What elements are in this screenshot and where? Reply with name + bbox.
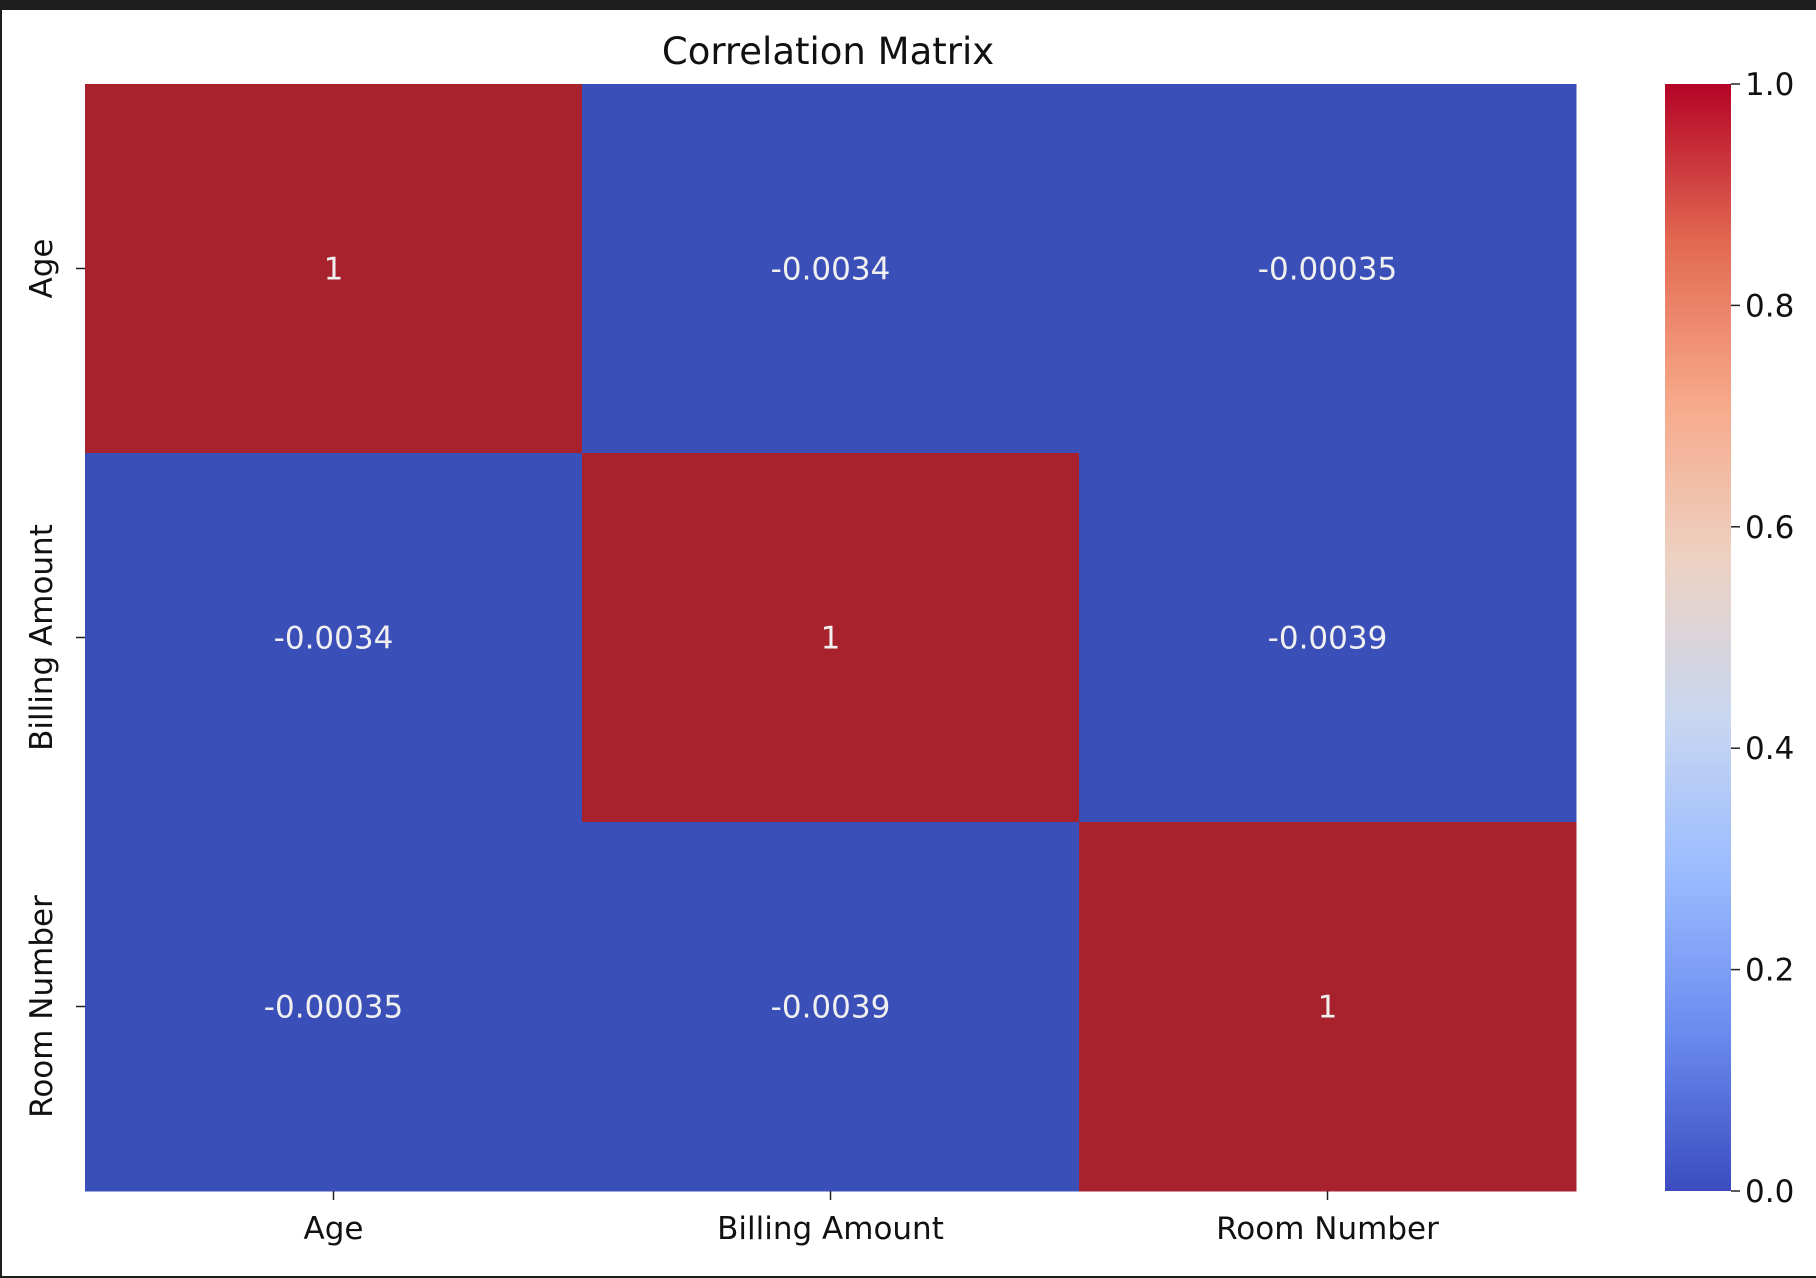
cell-annotation: -0.0039 bbox=[771, 990, 891, 1026]
colorbar-tick-label: 0.0 bbox=[1745, 1174, 1794, 1210]
heatmap-cell bbox=[85, 84, 583, 454]
colorbar-tick-label: 0.8 bbox=[1745, 288, 1794, 324]
cell-annotation: 1 bbox=[821, 621, 841, 657]
colorbar-tick-label: 1.0 bbox=[1745, 67, 1794, 103]
colorbar-tick-label: 0.2 bbox=[1745, 953, 1794, 989]
heatmap-annotations: 1 -0.0034 -0.00035 -0.0034 1 -0.0039 -0.00035 -… bbox=[264, 252, 1397, 1026]
colorbar-tick-label: 0.6 bbox=[1745, 510, 1794, 546]
heatmap-cell bbox=[582, 453, 1080, 823]
colorbar-gradient bbox=[1665, 84, 1731, 1191]
cell-annotation: -0.0039 bbox=[1268, 621, 1388, 657]
y-axis: Age Billing Amount Room Number bbox=[24, 239, 85, 1118]
heatmap-cell bbox=[85, 453, 583, 823]
y-tick-label: Room Number bbox=[24, 895, 60, 1118]
y-tick-label: Age bbox=[24, 239, 60, 299]
colorbar: 1.0 0.8 0.6 0.4 0.2 0.0 bbox=[1665, 67, 1794, 1210]
x-axis: Age Billing Amount Room Number bbox=[304, 1191, 1439, 1247]
y-tick-label: Billing Amount bbox=[24, 524, 60, 751]
heatmap-cell bbox=[1079, 822, 1577, 1192]
x-tick-label: Room Number bbox=[1216, 1211, 1439, 1247]
cell-annotation: -0.0034 bbox=[771, 252, 891, 288]
cell-annotation: 1 bbox=[1318, 990, 1338, 1026]
figure-canvas: Correlation Matrix 1 -0.0034 -0.00035 -0.00… bbox=[2, 10, 1816, 1276]
correlation-heatmap: Correlation Matrix 1 -0.0034 -0.00035 -0.00… bbox=[24, 30, 1794, 1247]
heatmap-cells bbox=[85, 84, 1577, 1192]
cell-annotation: -0.0034 bbox=[274, 621, 394, 657]
heatmap-cell bbox=[582, 822, 1080, 1192]
colorbar-tick-label: 0.4 bbox=[1745, 731, 1794, 767]
chart-title: Correlation Matrix bbox=[662, 30, 994, 73]
x-tick-label: Billing Amount bbox=[717, 1211, 944, 1247]
cell-annotation: 1 bbox=[324, 252, 344, 288]
heatmap-cell bbox=[582, 84, 1080, 454]
heatmap-cell bbox=[85, 822, 583, 1192]
heatmap-cell bbox=[1079, 84, 1577, 454]
heatmap-cell bbox=[1079, 453, 1577, 823]
cell-annotation: -0.00035 bbox=[1258, 252, 1397, 288]
cell-annotation: -0.00035 bbox=[264, 990, 403, 1026]
x-tick-label: Age bbox=[304, 1211, 364, 1247]
